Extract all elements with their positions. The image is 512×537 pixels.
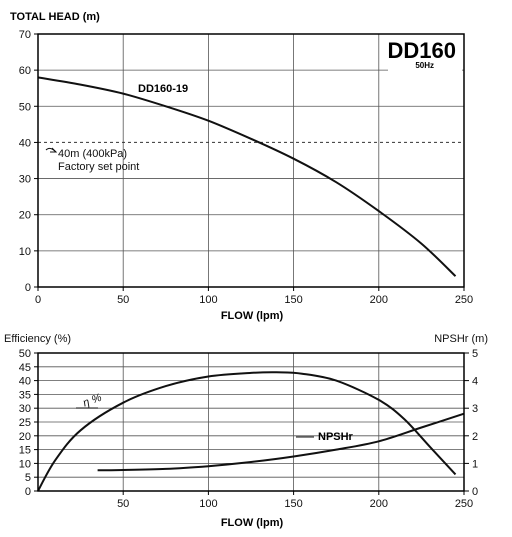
npshr-y-tick-label: 4: [472, 376, 478, 388]
npshr-label: NPSHr: [318, 431, 354, 443]
efficiency-y-tick-label: 35: [19, 389, 31, 401]
efficiency-grid: [38, 353, 464, 491]
npshr-y-tick-label: 0: [472, 486, 478, 498]
efficiency-y-tick-label: 40: [19, 376, 31, 388]
head-y-ticks: 0 10 20 30 40 50 60 70: [19, 29, 38, 294]
head-y-tick-label: 30: [19, 174, 31, 186]
npshr-curve: [97, 412, 465, 472]
efficiency-y-tick-label: 20: [19, 431, 31, 443]
series-label-dd160-19: DD160-19: [138, 83, 188, 95]
efficiency-plot-frame: [37, 352, 465, 492]
npshr-axis-title: NPSHr (m): [434, 333, 488, 345]
efficiency-y-tick-label: 45: [19, 362, 31, 374]
npshr-y-tick-label: 2: [472, 431, 478, 443]
head-y-tick-label: 10: [19, 246, 31, 258]
head-axis-title: TOTAL HEAD (m): [10, 11, 100, 23]
model-frequency: 50Hz: [415, 61, 434, 70]
efficiency-y-tick-label: 5: [25, 472, 31, 484]
head-x-ticks: 0 50 100 150 200 250: [35, 287, 473, 306]
model-name: DD160: [388, 38, 456, 63]
efficiency-axis-title: Efficiency (%): [4, 333, 71, 345]
head-chart: TOTAL HEAD (m) 0 10 20 30 40 50 60 70 0 50 100 150…: [10, 11, 473, 322]
efficiency-y-tick-label: 50: [19, 348, 31, 360]
head-plot-frame: [37, 33, 465, 288]
efficiency-x-tick-label: 150: [284, 498, 302, 510]
head-y-tick-label: 50: [19, 101, 31, 113]
set-point-sublabel: Factory set point: [58, 161, 139, 173]
efficiency-y-tick-label: 25: [19, 417, 31, 429]
head-curve: [37, 76, 457, 277]
efficiency-y-tick-label: 10: [19, 458, 31, 470]
npshr-y-tick-label: 1: [472, 458, 478, 470]
head-x-axis-title: FLOW (lpm): [221, 310, 284, 322]
set-point-label: 40m (400kPa): [58, 148, 127, 160]
head-y-tick-label: 70: [19, 29, 31, 41]
head-x-tick-label: 150: [284, 294, 302, 306]
npshr-y-tick-label: 5: [472, 348, 478, 360]
efficiency-x-tick-label: 250: [455, 498, 473, 510]
head-y-tick-label: 0: [25, 282, 31, 294]
efficiency-x-tick-label: 200: [370, 498, 388, 510]
head-x-tick-label: 200: [370, 294, 388, 306]
efficiency-x-axis-title: FLOW (lpm): [221, 517, 284, 529]
head-x-tick-label: 0: [35, 294, 41, 306]
npshr-y-tick-label: 3: [472, 403, 478, 415]
head-y-tick-label: 60: [19, 65, 31, 77]
efficiency-curve: [37, 371, 457, 492]
head-x-tick-label: 50: [117, 294, 129, 306]
efficiency-npsh-chart: Efficiency (%) NPSHr (m) 051015202530354…: [4, 333, 488, 529]
head-y-tick-label: 20: [19, 210, 31, 222]
model-badge: [388, 36, 462, 72]
efficiency-y-tick-label: 0: [25, 486, 31, 498]
head-x-tick-label: 100: [199, 294, 217, 306]
npshr-y-ticks: 0 1 2 3 4 5: [464, 348, 478, 498]
efficiency-y-tick-label: 30: [19, 403, 31, 415]
efficiency-x-ticks: 50 100 150 200 250: [117, 491, 473, 510]
head-y-tick-label: 40: [19, 137, 31, 149]
efficiency-x-tick-label: 100: [199, 498, 217, 510]
head-x-tick-label: 250: [455, 294, 473, 306]
efficiency-x-tick-label: 50: [117, 498, 129, 510]
set-point-arrowhead: [50, 147, 58, 153]
efficiency-y-tick-label: 15: [19, 445, 31, 457]
